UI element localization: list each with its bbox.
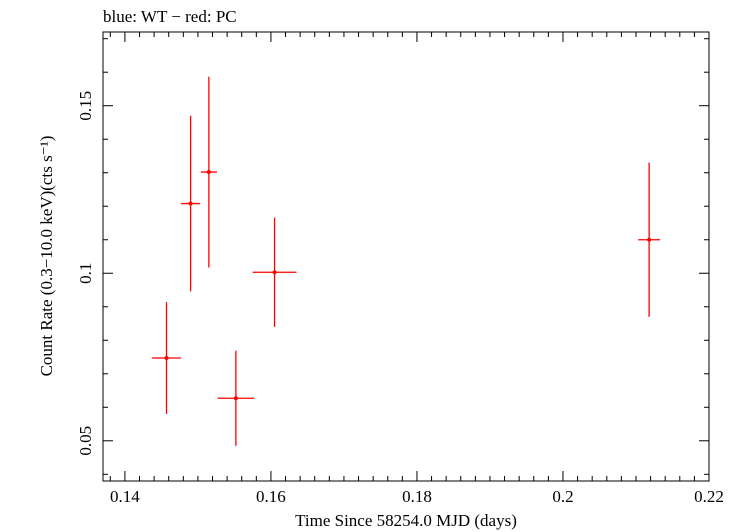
point-marker xyxy=(164,356,169,361)
data-point xyxy=(200,76,217,268)
data-point xyxy=(638,162,661,317)
y-tick-label: 0.1 xyxy=(76,263,95,284)
plot-frame xyxy=(102,31,710,482)
x-tick-label: 0.2 xyxy=(552,487,573,506)
x-tick-label: 0.16 xyxy=(256,487,286,506)
point-marker xyxy=(233,396,238,401)
y-tick-label: 0.05 xyxy=(76,426,95,456)
data-point xyxy=(252,217,297,327)
point-marker xyxy=(272,270,277,275)
x-tick-label: 0.22 xyxy=(694,487,724,506)
x-tick-label: 0.14 xyxy=(110,487,140,506)
x-axis-label: Time Since 58254.0 MJD (days) xyxy=(295,511,517,530)
data-point xyxy=(181,115,201,292)
data-points xyxy=(151,76,661,446)
chart-title: blue: WT − red: PC xyxy=(103,7,237,26)
point-marker xyxy=(647,237,652,242)
y-axis-ticks: 0.05 0.1 0.15 xyxy=(76,38,709,475)
y-axis-label: Count Rate (0.3−10.0 keV)(cts s⁻¹) xyxy=(37,136,56,377)
x-axis-ticks: 0.14 0.16 0.18 0.2 0.22 xyxy=(109,32,724,506)
data-point xyxy=(217,350,255,446)
x-tick-label: 0.18 xyxy=(402,487,432,506)
data-point xyxy=(151,302,182,414)
y-tick-label: 0.15 xyxy=(76,91,95,121)
point-marker xyxy=(206,170,211,175)
point-marker xyxy=(188,201,193,206)
